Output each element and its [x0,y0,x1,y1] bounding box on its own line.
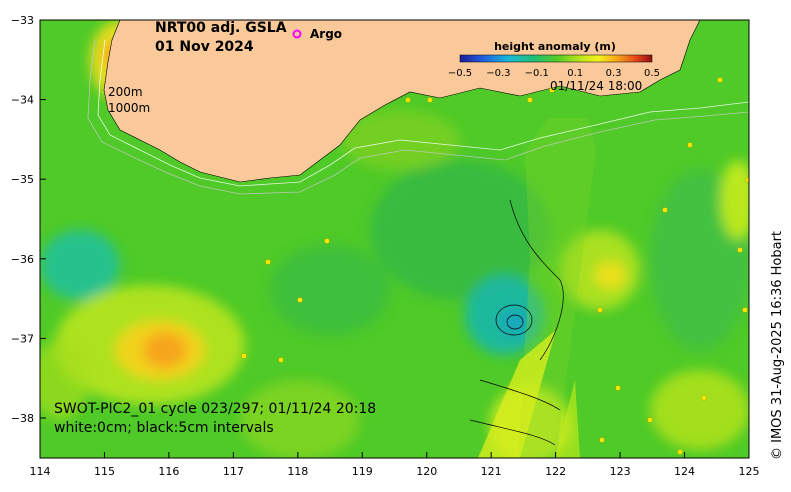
contour-caption: white:0cm; black:5cm intervals [54,420,274,436]
colorbar-gradient [459,54,653,63]
argo-legend-label: Argo [310,27,342,41]
colorbar-tick-label: 0.3 [606,68,622,79]
map-title: NRT00 adj. GSLA [155,20,287,36]
x-tick-label: 114 [30,465,51,478]
x-tick-label: 125 [739,465,760,478]
x-tick-label: 123 [610,465,631,478]
contours-5cm [469,199,564,446]
argo-legend-marker [292,29,302,39]
isobath-label-1000m: 1000m [108,101,150,115]
x-tick-label: 119 [352,465,373,478]
argo-floats [241,77,749,455]
x-tick-label: 116 [158,465,179,478]
isobath-label-200m: 200m [108,85,143,99]
isobath-200m [97,39,749,187]
credit-text: © IMOS 31-Aug-2025 16:36 Hobart [770,231,785,460]
x-tick-label: 120 [416,465,437,478]
y-tick-label: −37 [11,332,34,345]
swath-timestamp: 01/11/24 18:00 [550,79,642,93]
colorbar-tick-label: 0.5 [644,68,660,79]
x-tick-label: 115 [94,465,115,478]
colorbar-tick-label: −0.3 [486,68,510,79]
y-axis: −33 −34 −35 −36 −37 −38 [11,14,46,425]
y-tick-label: −36 [11,253,34,266]
x-tick-label: 122 [545,465,566,478]
x-tick-label: 121 [481,465,502,478]
y-tick-label: −34 [11,94,34,107]
x-tick-label: 118 [287,465,308,478]
colorbar-title: height anomaly (m) [494,40,616,53]
colorbar: height anomaly (m) −0.5 −0.3 −0.1 0.1 0.3 0.5 [448,40,660,79]
isobath-1000m [87,39,749,195]
colorbar-tick-label: −0.5 [448,68,472,79]
map-frame [39,19,750,459]
x-tick-label: 124 [674,465,695,478]
y-tick-label: −38 [11,412,34,425]
colorbar-tick-label: −0.1 [525,68,549,79]
y-tick-label: −35 [11,173,34,186]
x-axis: 114 115 116 117 118 119 120 121 122 123 124 125 [30,452,760,478]
map-date: 01 Nov 2024 [155,39,254,55]
colorbar-ticks: −0.5 −0.3 −0.1 0.1 0.3 0.5 [448,68,660,79]
anomaly-field [40,20,749,458]
y-tick-label: −33 [11,14,34,27]
colorbar-tick-label: 0.1 [567,68,583,79]
x-tick-label: 117 [223,465,244,478]
swot-caption: SWOT-PIC2_01 cycle 023/297; 01/11/24 20:… [54,401,376,417]
